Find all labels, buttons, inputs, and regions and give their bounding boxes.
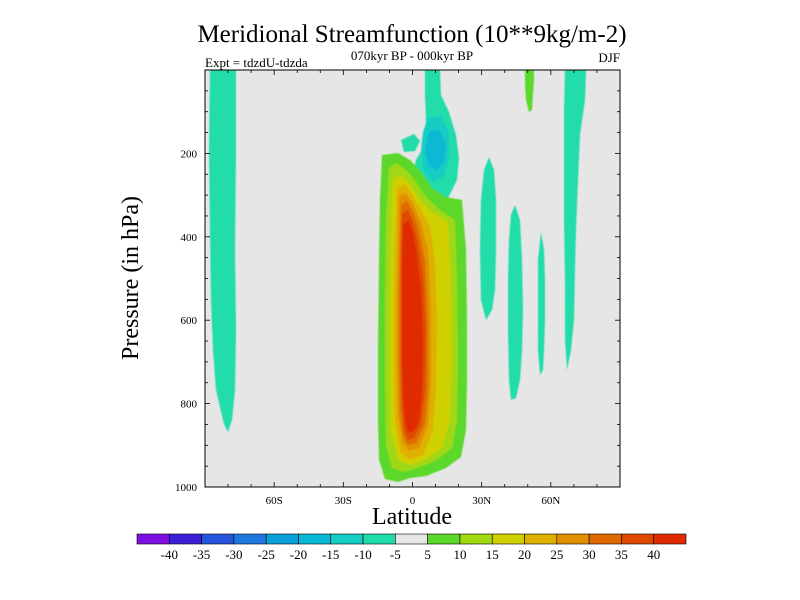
colorbar-label: 5 (424, 547, 431, 562)
colorbar-label: 35 (615, 547, 628, 562)
colorbar-label: -40 (161, 547, 178, 562)
colorbar-swatch (459, 533, 493, 545)
x-tick-label: 0 (410, 495, 416, 507)
y-tick-label: 1000 (175, 482, 198, 494)
x-tick-label: 30S (335, 495, 352, 507)
chart-subtitle: 070kyr BP - 000kyr BP (351, 48, 473, 63)
colorbar-label: -5 (390, 547, 401, 562)
colorbar-label: 40 (647, 547, 660, 562)
colorbar-swatch (233, 533, 267, 545)
y-tick-label: 600 (181, 315, 198, 327)
x-tick-label: 60N (541, 495, 560, 507)
colorbar-label: 20 (518, 547, 531, 562)
experiment-note: Expt = tdzdU-tdzda (205, 55, 308, 70)
y-tick-label: 400 (181, 232, 198, 244)
colorbar-label: 10 (453, 547, 466, 562)
colorbar-label: 30 (583, 547, 596, 562)
northern-positive-sliver (525, 70, 534, 112)
y-tick-label: 200 (181, 148, 198, 160)
x-tick-label: 30N (472, 495, 491, 507)
northern-negative-band-45n (508, 205, 523, 400)
colorbar-swatch (136, 533, 170, 545)
colorbar-swatch (621, 533, 655, 545)
colorbar-swatch (168, 533, 202, 545)
x-axis-label: Latitude (372, 504, 452, 530)
colorbar-label: -30 (225, 547, 242, 562)
colorbar-swatch (588, 533, 622, 545)
colorbar-swatch (556, 533, 590, 545)
colorbar-label: -35 (193, 547, 210, 562)
colorbar-label: -10 (354, 547, 371, 562)
colorbar-swatch (524, 533, 558, 545)
y-axis-label: Pressure (in hPa) (118, 196, 144, 360)
colorbar-swatch (201, 533, 235, 545)
colorbar-swatch (362, 533, 396, 545)
colorbar-label: -20 (290, 547, 307, 562)
colorbar-swatch (427, 533, 461, 545)
northern-negative-band-65n (564, 70, 586, 370)
colorbar-swatch (330, 533, 364, 545)
colorbar-swatch (491, 533, 525, 545)
x-tick-label: 60S (266, 495, 283, 507)
colorbar-label: -15 (322, 547, 339, 562)
colorbar-swatch (298, 533, 332, 545)
colorbar-label: 25 (550, 547, 563, 562)
colorbar: -40 -35 -30 -25 -20 -15 -10 -5 5 10 15 20 25 30 35 40 (136, 533, 687, 562)
upper-negative-cell-outer-left (401, 134, 420, 152)
upper-negative-cell-core (425, 129, 446, 170)
y-tick-label: 800 (181, 399, 198, 411)
colorbar-swatch (265, 533, 299, 545)
colorbar-label: 15 (486, 547, 499, 562)
season-note: DJF (598, 50, 620, 65)
southern-negative-band (209, 70, 236, 432)
colorbar-label: -25 (258, 547, 275, 562)
contour-fill-layer (209, 70, 586, 482)
colorbar-swatch (395, 533, 428, 545)
axis-tick-layer: 60S 30S 0 30N 60N 200 400 600 800 1000 (175, 69, 620, 507)
colorbar-swatch (653, 533, 687, 545)
northern-negative-band-55n (538, 232, 545, 375)
chart-title: Meridional Streamfunction (10**9kg/m-2) (197, 21, 626, 48)
positive-cell-level-40 (402, 220, 423, 432)
northern-negative-band-30n (480, 157, 496, 320)
